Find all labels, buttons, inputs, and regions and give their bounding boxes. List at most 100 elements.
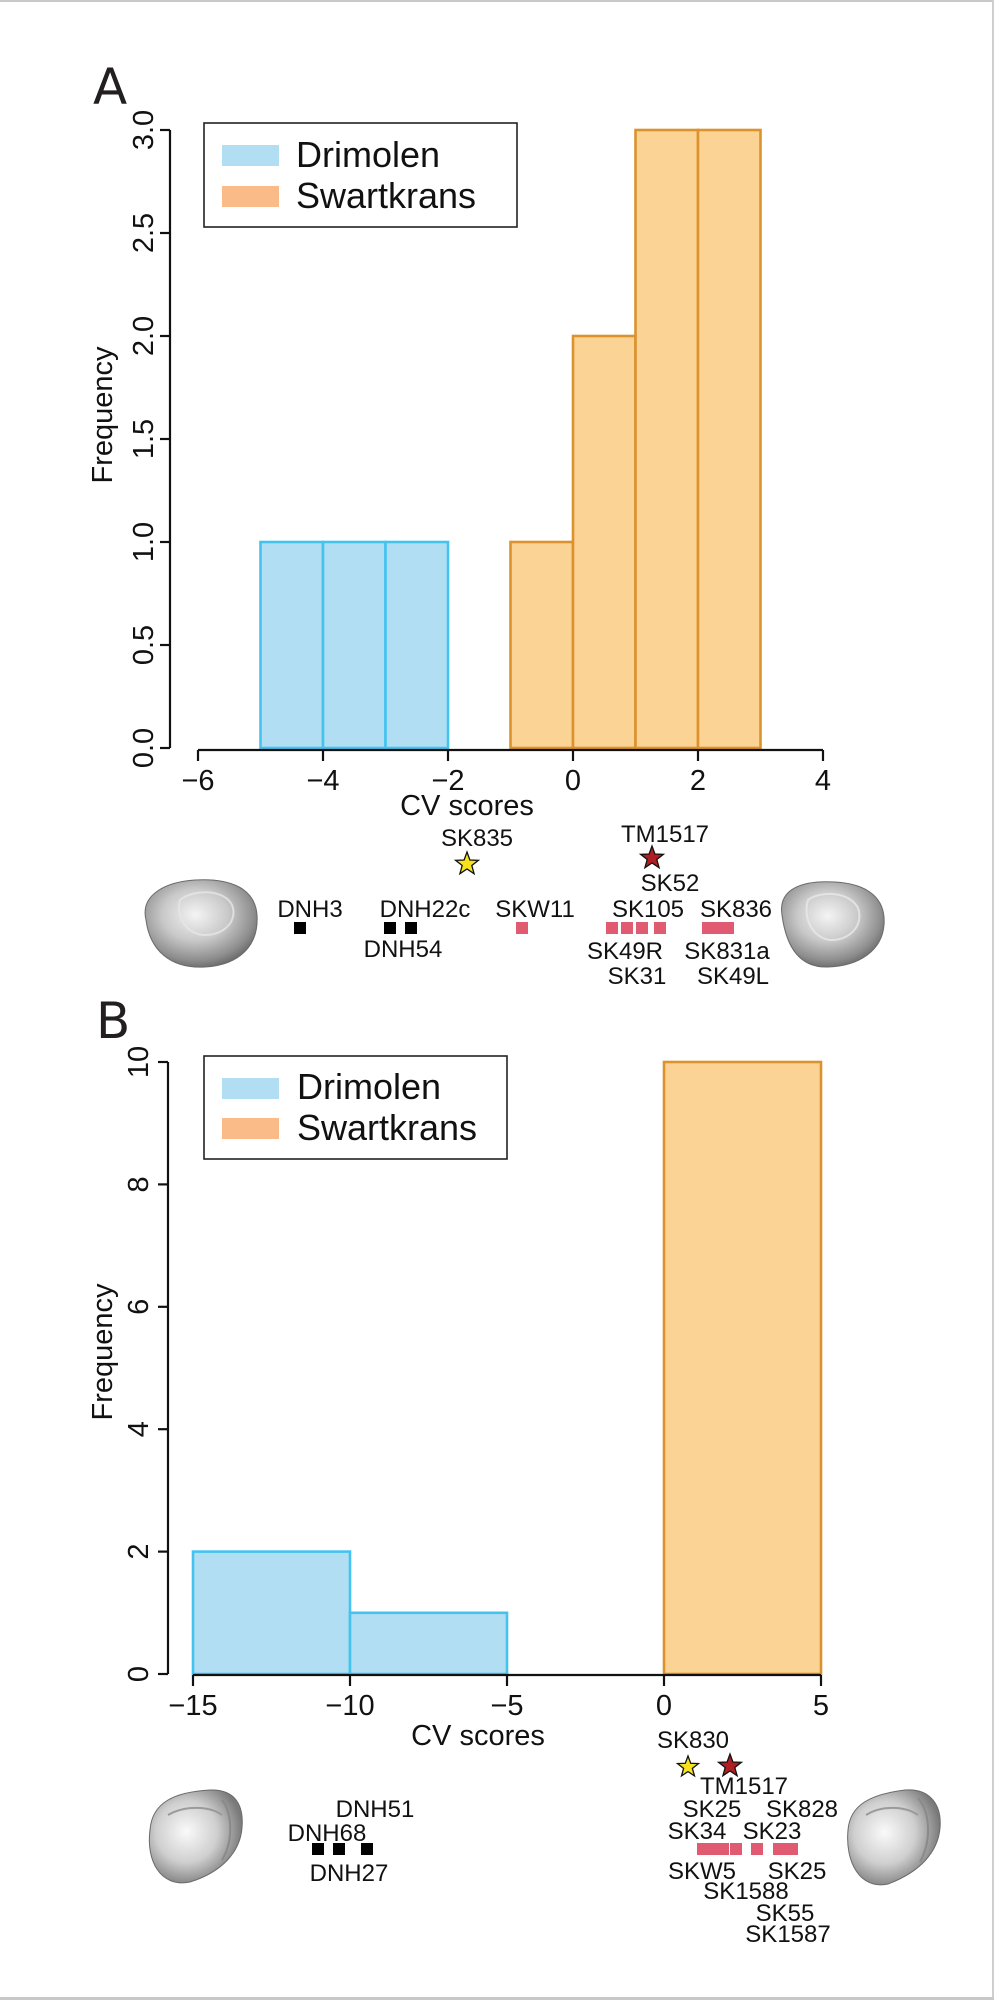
legend-swatch-drimolen-a (222, 145, 279, 166)
y-tick-label: 0 (123, 1666, 155, 1682)
x-tick-label: −2 (431, 765, 464, 797)
label-dnh27-b: DNH27 (310, 1860, 389, 1887)
label-sk105-a: SK105 (612, 896, 684, 923)
legend-swatch-drimolen-b (222, 1078, 279, 1099)
bar-swartkrans-4 (696, 128, 762, 750)
label-tm1517-a: TM1517 (621, 821, 709, 848)
label-skw5-b: SKW5 (668, 1858, 736, 1885)
label-dnh51-b: DNH51 (336, 1796, 415, 1823)
x-axis-title-b: CV scores (411, 1720, 545, 1752)
marker-sk31 (621, 922, 633, 934)
x-tick-label: −6 (181, 765, 214, 797)
x-tick-label: 4 (815, 765, 831, 797)
specimen-annotations-a: SK835 TM1517 SK52 DNH3 DNH22c DNH54 SKW1… (144, 821, 885, 990)
legend-a: Drimolen Swartkrans (203, 122, 518, 228)
y-tick-label: 3.0 (128, 110, 160, 150)
x-tick-label: −10 (325, 1690, 374, 1722)
label-sk836-a: SK836 (700, 896, 772, 923)
x-tick-label: 0 (656, 1690, 672, 1722)
y-tick-label: 2.0 (128, 316, 160, 356)
marker-dnh51 (361, 1843, 373, 1855)
label-sk1587-b: SK1587 (745, 1921, 830, 1948)
legend-label-swartkrans-b: Swartkrans (297, 1107, 477, 1148)
y-tick-label: 10 (123, 1046, 155, 1078)
label-sk25-lower-b: SK25 (768, 1858, 827, 1885)
x-tick-label: 0 (565, 765, 581, 797)
y-tick-label: 4 (123, 1421, 155, 1437)
star-yellow-icon-sk835 (453, 850, 481, 876)
axes-b: 0 2 4 6 8 10 −15 −10 −5 0 5 (123, 1046, 829, 1722)
legend-box-a (203, 122, 518, 228)
y-tick-label: 2.5 (128, 213, 160, 253)
label-sk31-a: SK31 (608, 963, 667, 990)
x-tick-label: 2 (690, 765, 706, 797)
legend-box-b (203, 1055, 508, 1160)
marker-sk105 (636, 922, 648, 934)
y-tick-label: 2 (123, 1544, 155, 1560)
bar-swartkrans-1 (509, 540, 575, 750)
label-sk55-b: SK55 (756, 1900, 815, 1927)
bar-swartkrans-1 (662, 1060, 823, 1676)
label-sk49l-a: SK49L (697, 963, 769, 990)
bar-swartkrans-2 (571, 334, 637, 750)
specimen-markers-b (312, 1843, 798, 1855)
legend-swatch-swartkrans-a (222, 186, 279, 207)
x-tick-label: 5 (813, 1690, 829, 1722)
y-tick-label: 0.0 (128, 728, 160, 768)
marker-sk49l (710, 922, 722, 934)
label-sk25-upper-b: SK25 (683, 1796, 742, 1823)
marker-sk828 (786, 1843, 798, 1855)
label-sk52-a: SK52 (641, 870, 700, 897)
legend-label-drimolen-b: Drimolen (297, 1066, 441, 1107)
label-sk34-b: SK34 (668, 1818, 727, 1845)
legend-swatch-swartkrans-b (222, 1118, 279, 1139)
bar-swartkrans-3 (634, 128, 700, 750)
x-axis-title-a: CV scores (400, 790, 534, 822)
star-yellow-icon-sk830 (675, 1754, 701, 1778)
marker-sk49r (606, 922, 618, 934)
y-tick-label: 1.0 (128, 522, 160, 562)
specimen-annotations-b: DNH51 DNH68 DNH27 SK830 TM1517 SK25 SK82… (148, 1727, 941, 1948)
label-sk49r-a: SK49R (587, 938, 663, 965)
tooth-image-left-b (148, 1789, 243, 1884)
y-tick-label: 1.5 (128, 419, 160, 459)
marker-sk836 (722, 922, 734, 934)
y-tick-label: 6 (123, 1299, 155, 1315)
legend-label-swartkrans-a: Swartkrans (296, 175, 476, 216)
marker-skw5 (697, 1843, 709, 1855)
bar-drimolen-3 (384, 540, 450, 750)
frame-top-border (0, 0, 994, 2)
marker-dnh3 (294, 922, 306, 934)
marker-dnh54 (384, 922, 396, 934)
bar-drimolen-1 (191, 1550, 352, 1676)
label-sk828-b: SK828 (766, 1796, 838, 1823)
tooth-image-right-b (847, 1789, 941, 1886)
bar-drimolen-1 (259, 540, 325, 750)
panel-letter-b: B (96, 992, 130, 1050)
frame-right-border (992, 0, 994, 2000)
marker-sk25-upper (730, 1843, 742, 1855)
marker-skw11 (516, 922, 528, 934)
y-tick-label: 0.5 (128, 625, 160, 665)
panel-a: A 0.0 0.5 1.0 1.5 2.0 2.5 3.0 −6 −4 −2 0 2 4 Frequen… (87, 58, 885, 990)
axes-a: 0.0 0.5 1.0 1.5 2.0 2.5 3.0 −6 −4 −2 0 2 4 (128, 110, 831, 797)
marker-sk1588 (717, 1843, 729, 1855)
x-tick-label: −5 (490, 1690, 523, 1722)
label-sk831a-a: SK831a (684, 938, 770, 965)
frame-bottom-border (0, 1997, 994, 2000)
x-tick-label: −15 (168, 1690, 217, 1722)
histogram-bars-b (191, 1060, 823, 1676)
star-red-icon-tm1517 (716, 1752, 744, 1778)
star-red-icon-tm1517 (638, 844, 666, 870)
marker-sk52 (654, 922, 666, 934)
bar-drimolen-2 (348, 1611, 509, 1676)
bar-drimolen-2 (321, 540, 387, 750)
marker-dnh22c (405, 922, 417, 934)
label-tm1517-b: TM1517 (700, 1773, 788, 1800)
label-skw11-a: SKW11 (495, 896, 575, 923)
specimen-markers-a (294, 922, 734, 934)
x-tick-label: −4 (306, 765, 339, 797)
y-tick-label: 8 (123, 1176, 155, 1192)
label-sk830-b: SK830 (657, 1727, 729, 1754)
